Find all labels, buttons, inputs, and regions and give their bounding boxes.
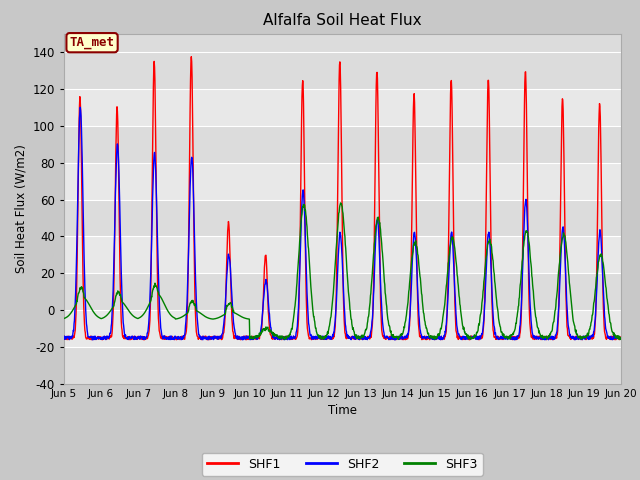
SHF2 bbox=[60, 333, 68, 339]
Y-axis label: Soil Heat Flux (W/m2): Soil Heat Flux (W/m2) bbox=[14, 144, 27, 273]
SHF1 bbox=[612, 337, 620, 343]
Bar bbox=[64, 89, 621, 126]
SHF1 bbox=[170, 337, 178, 343]
Bar bbox=[64, 310, 621, 347]
SHF3 bbox=[170, 315, 178, 321]
SHF3 bbox=[429, 336, 437, 341]
SHF2 bbox=[502, 335, 509, 341]
SHF3 bbox=[502, 333, 510, 339]
SHF2 bbox=[511, 337, 518, 343]
Line: SHF2: SHF2 bbox=[64, 108, 621, 340]
Title: Alfalfa Soil Heat Flux: Alfalfa Soil Heat Flux bbox=[263, 13, 422, 28]
SHF2 bbox=[76, 105, 84, 110]
SHF3 bbox=[280, 336, 288, 342]
SHF2 bbox=[171, 335, 179, 341]
SHF1 bbox=[429, 336, 437, 341]
Text: TA_met: TA_met bbox=[70, 36, 115, 49]
X-axis label: Time: Time bbox=[328, 405, 357, 418]
SHF1 bbox=[188, 54, 195, 60]
Bar bbox=[64, 52, 621, 89]
Line: SHF3: SHF3 bbox=[64, 203, 621, 339]
SHF3 bbox=[552, 307, 559, 312]
SHF1 bbox=[551, 336, 559, 341]
Bar bbox=[64, 237, 621, 273]
SHF3 bbox=[60, 316, 68, 322]
SHF2 bbox=[552, 332, 559, 338]
Bar bbox=[64, 347, 621, 384]
SHF3 bbox=[337, 200, 344, 206]
Bar bbox=[64, 200, 621, 237]
Bar bbox=[64, 126, 621, 163]
SHF2 bbox=[246, 335, 254, 340]
SHF3 bbox=[184, 310, 191, 316]
Bar bbox=[64, 273, 621, 310]
SHF1 bbox=[184, 287, 191, 293]
SHF3 bbox=[246, 336, 254, 342]
SHF2 bbox=[617, 336, 625, 342]
Bar bbox=[64, 163, 621, 200]
SHF1 bbox=[60, 336, 68, 341]
SHF1 bbox=[502, 335, 509, 340]
SHF2 bbox=[429, 334, 437, 339]
Legend: SHF1, SHF2, SHF3: SHF1, SHF2, SHF3 bbox=[202, 453, 483, 476]
SHF1 bbox=[246, 335, 254, 341]
SHF3 bbox=[617, 335, 625, 341]
Line: SHF1: SHF1 bbox=[64, 57, 621, 340]
SHF2 bbox=[184, 260, 192, 266]
SHF1 bbox=[617, 335, 625, 340]
